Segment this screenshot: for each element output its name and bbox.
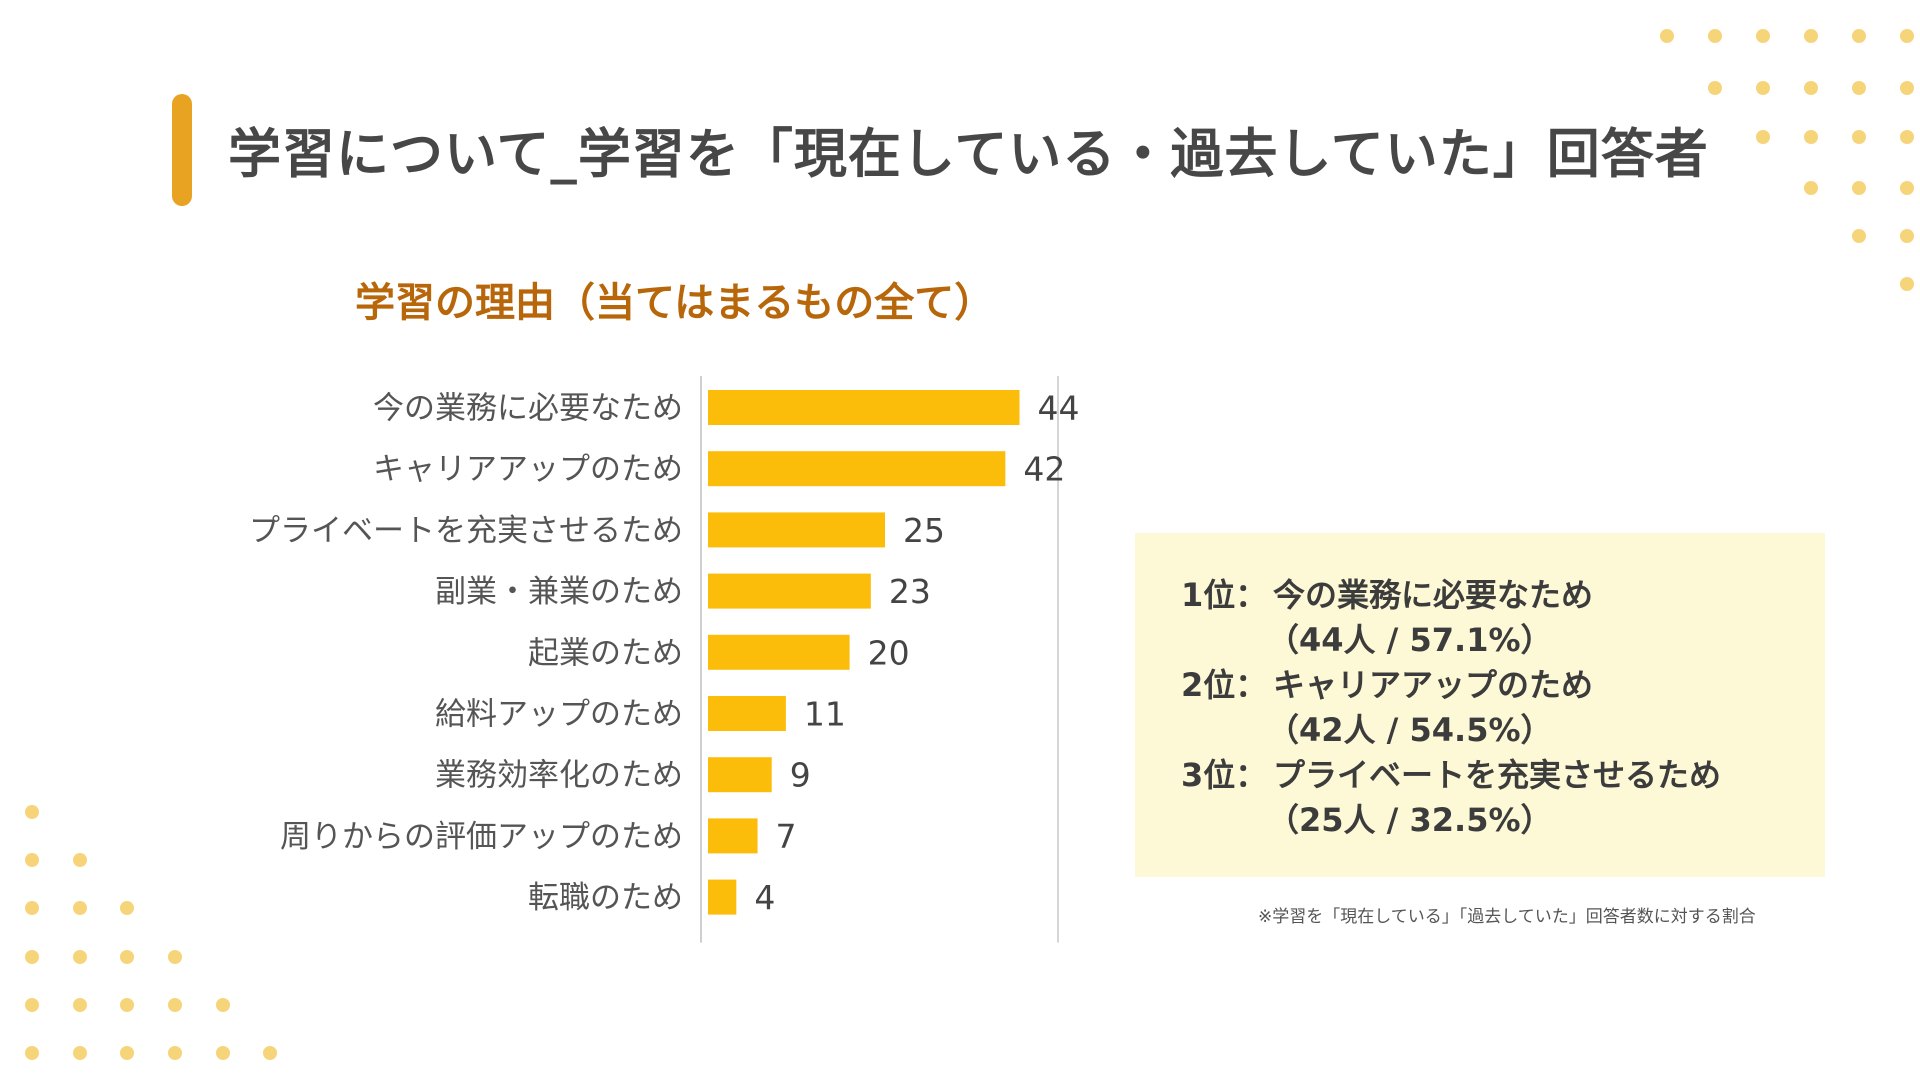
bar-7 bbox=[708, 757, 772, 793]
decorative-dot bbox=[1900, 130, 1914, 144]
decorative-dot bbox=[1900, 29, 1914, 43]
value-label: 42 bbox=[1023, 450, 1065, 489]
category-label: 業務効率化のため bbox=[435, 758, 683, 794]
decorative-dot bbox=[120, 1046, 134, 1060]
value-label: 25 bbox=[903, 511, 945, 550]
decorative-dot bbox=[1852, 181, 1866, 195]
value-label: 7 bbox=[776, 817, 797, 856]
value-label: 20 bbox=[868, 633, 910, 672]
rank-position: 3位： bbox=[1181, 756, 1268, 794]
rank-detail: （25人 / 32.5%） bbox=[1267, 801, 1553, 839]
category-label: 周りからの評価アップのため bbox=[280, 819, 683, 855]
value-label: 11 bbox=[804, 695, 846, 734]
decorative-dot bbox=[1900, 181, 1914, 195]
decorative-dot bbox=[1756, 81, 1770, 95]
decorative-dot bbox=[25, 1046, 39, 1060]
category-label: 副業・兼業のため bbox=[435, 574, 683, 610]
category-label: プライベートを充実させるため bbox=[249, 513, 683, 549]
decorative-dot bbox=[1852, 29, 1866, 43]
rank-item-1: 1位： 今の業務に必要なため （44人 / 57.1%） bbox=[1181, 573, 1825, 663]
bar-6 bbox=[708, 696, 786, 731]
category-label: 起業のため bbox=[528, 635, 683, 671]
decorative-dot bbox=[1804, 130, 1818, 144]
rank-detail: （42人 / 54.5%） bbox=[1267, 711, 1553, 749]
bar-2 bbox=[708, 451, 1006, 487]
decorative-dot bbox=[168, 1046, 182, 1060]
value-label: 23 bbox=[889, 572, 931, 611]
decorative-dot bbox=[168, 998, 182, 1012]
value-label: 44 bbox=[1038, 389, 1080, 428]
chart-title: 学習の理由（当てはまるもの全て） bbox=[355, 280, 995, 326]
rank-label: 今の業務に必要なため bbox=[1273, 576, 1594, 614]
rank-position: 1位： bbox=[1181, 576, 1268, 614]
bar-5 bbox=[708, 634, 850, 670]
category-label: 今の業務に必要なため bbox=[373, 391, 683, 427]
decorative-dot bbox=[1708, 81, 1722, 95]
decorative-dot bbox=[1852, 81, 1866, 95]
decorative-dot bbox=[1660, 29, 1674, 43]
rank-item-3: 3位： プライベートを充実させるため （25人 / 32.5%） bbox=[1181, 753, 1825, 843]
title-accent-bar bbox=[172, 94, 192, 206]
decorative-dot bbox=[1804, 29, 1818, 43]
decorative-dot bbox=[1900, 229, 1914, 243]
decorative-dot bbox=[1900, 81, 1914, 95]
rank-detail: （44人 / 57.1%） bbox=[1267, 621, 1553, 659]
decorative-dot bbox=[1756, 130, 1770, 144]
decorative-dot bbox=[1804, 181, 1818, 195]
decorative-dot bbox=[25, 998, 39, 1012]
value-label: 9 bbox=[790, 756, 811, 795]
decorative-dot bbox=[263, 1046, 277, 1060]
rank-item-2: 2位： キャリアアップのため （42人 / 54.5%） bbox=[1181, 663, 1825, 753]
rank-label: キャリアアップのため bbox=[1273, 666, 1594, 704]
top-ranking-summary: 1位： 今の業務に必要なため （44人 / 57.1%） 2位： キャリアアップのた… bbox=[1135, 533, 1825, 877]
decorative-dot bbox=[120, 998, 134, 1012]
decorative-dot bbox=[216, 998, 230, 1012]
page-title: 学習について_学習を「現在している・過去していた」回答者 bbox=[228, 124, 1709, 185]
bar-1 bbox=[708, 390, 1020, 425]
category-label: 給料アップのため bbox=[435, 697, 683, 733]
decorative-dot bbox=[73, 1046, 87, 1060]
bar-9 bbox=[708, 879, 737, 915]
decorative-dot bbox=[1852, 130, 1866, 144]
decorative-dot bbox=[1852, 229, 1866, 243]
category-label: キャリアアップのため bbox=[373, 452, 683, 488]
bar-chart: 今の業務に必要なためキャリアアップのためプライベートを充実させるため副業・兼業の… bbox=[249, 376, 1080, 943]
bar-3 bbox=[708, 512, 885, 548]
decorative-dot bbox=[1708, 29, 1722, 43]
bar-8 bbox=[708, 818, 758, 854]
decorative-dot bbox=[216, 1046, 230, 1060]
rank-label: プライベートを充実させるため bbox=[1273, 756, 1722, 794]
decorative-dot bbox=[1900, 277, 1914, 291]
decorative-dot bbox=[1756, 29, 1770, 43]
category-label: 転職のため bbox=[528, 880, 683, 916]
value-label: 4 bbox=[754, 878, 775, 917]
footnote: ※学習を「現在している」「過去していた」回答者数に対する割合 bbox=[1258, 907, 1756, 927]
decorative-dot bbox=[1804, 81, 1818, 95]
decorative-dot bbox=[73, 998, 87, 1012]
rank-position: 2位： bbox=[1181, 666, 1268, 704]
bar-4 bbox=[708, 573, 871, 609]
